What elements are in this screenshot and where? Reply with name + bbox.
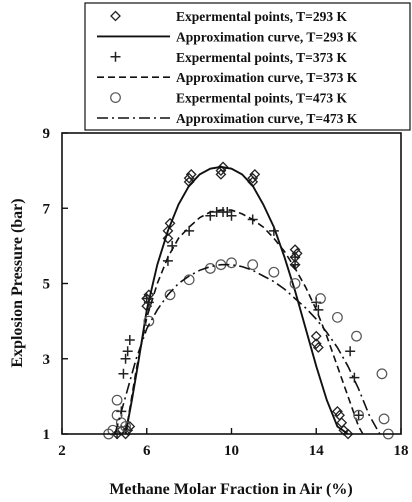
- data-point: [289, 278, 301, 289]
- data-point: [226, 257, 237, 269]
- data-point: [378, 413, 390, 425]
- data-point: [310, 338, 322, 350]
- series-5: [103, 257, 394, 440]
- data-point: [247, 259, 259, 271]
- data-point: [162, 232, 174, 244]
- data-point: [268, 225, 279, 236]
- x-tick-label: 6: [143, 443, 151, 459]
- data-point: [315, 293, 326, 304]
- legend-marker: [110, 92, 121, 103]
- data-point: [345, 346, 356, 357]
- y-axis-label: Explosion Pressure (bar): [9, 198, 26, 367]
- data-point: [268, 266, 280, 278]
- data-point: [312, 342, 324, 353]
- legend-item: Expermental points, T=373 K: [110, 50, 347, 65]
- legend-item: Approximation curve, T=293 K: [97, 29, 358, 44]
- data-point: [249, 168, 261, 180]
- data-point: [313, 304, 324, 315]
- series-6: [114, 263, 381, 435]
- data-point: [120, 353, 131, 364]
- y-tick-label: 9: [43, 126, 51, 142]
- data-point: [215, 165, 227, 177]
- x-tick-label: 2: [58, 443, 66, 459]
- x-tick-label: 14: [309, 443, 325, 459]
- data-point: [164, 289, 176, 301]
- legend-label: Approximation curve, T=293 K: [176, 29, 358, 44]
- plot-area: [103, 161, 394, 440]
- data-point: [353, 409, 365, 421]
- plot-frame: [61, 132, 402, 435]
- data-point: [226, 210, 237, 221]
- axis-ticks: 2 6 10 14 18 1 3 5 7 9: [43, 126, 409, 459]
- legend-label: Expermental points, T=293 K: [176, 9, 347, 24]
- legend-label: Expermental points, T=373 K: [176, 50, 347, 65]
- data-point: [332, 311, 343, 323]
- data-point: [185, 168, 197, 180]
- data-point: [111, 394, 123, 406]
- data-point: [122, 346, 133, 357]
- data-point: [124, 334, 135, 345]
- series-2: [124, 165, 349, 435]
- y-tick-label: 5: [43, 277, 51, 293]
- x-axis-label: Methane Molar Fraction in Air (%): [109, 481, 352, 498]
- legend-marker: [110, 10, 121, 22]
- legend-box: [84, 2, 411, 131]
- legend-marker: [110, 51, 121, 62]
- data-point: [376, 368, 388, 380]
- data-point: [118, 368, 129, 379]
- data-point: [332, 406, 343, 417]
- y-tick-label: 7: [43, 201, 51, 217]
- legend-label: Approximation curve, T=473 K: [176, 111, 358, 126]
- data-point: [120, 421, 131, 432]
- data-point: [183, 172, 195, 184]
- x-tick-label: 18: [394, 443, 409, 459]
- data-point: [120, 428, 131, 440]
- data-point: [310, 330, 322, 342]
- data-point: [107, 424, 119, 436]
- legend-item: Approximation curve, T=473 K: [97, 111, 358, 126]
- x-tick-label: 10: [224, 443, 239, 459]
- legend: Expermental points, T=293 K Approximation…: [84, 2, 411, 131]
- legend-item: Expermental points, T=293 K: [110, 9, 347, 24]
- data-point: [247, 172, 259, 184]
- legend-item: Expermental points, T=473 K: [110, 91, 347, 106]
- y-tick-label: 3: [43, 352, 51, 368]
- legend-label: Approximation curve, T=373 K: [176, 70, 358, 85]
- series-line: [124, 209, 364, 435]
- data-point: [351, 330, 362, 342]
- data-point: [162, 225, 174, 237]
- y-tick-label: 1: [43, 427, 51, 443]
- data-point: [217, 161, 229, 173]
- legend-label: Expermental points, T=473 K: [176, 91, 347, 106]
- data-point: [349, 372, 360, 383]
- series-line: [114, 263, 381, 435]
- data-point: [353, 410, 364, 421]
- series-4: [124, 209, 364, 435]
- series-line: [124, 165, 349, 435]
- series-3: [112, 207, 364, 439]
- legend-item: Approximation curve, T=373 K: [97, 70, 358, 85]
